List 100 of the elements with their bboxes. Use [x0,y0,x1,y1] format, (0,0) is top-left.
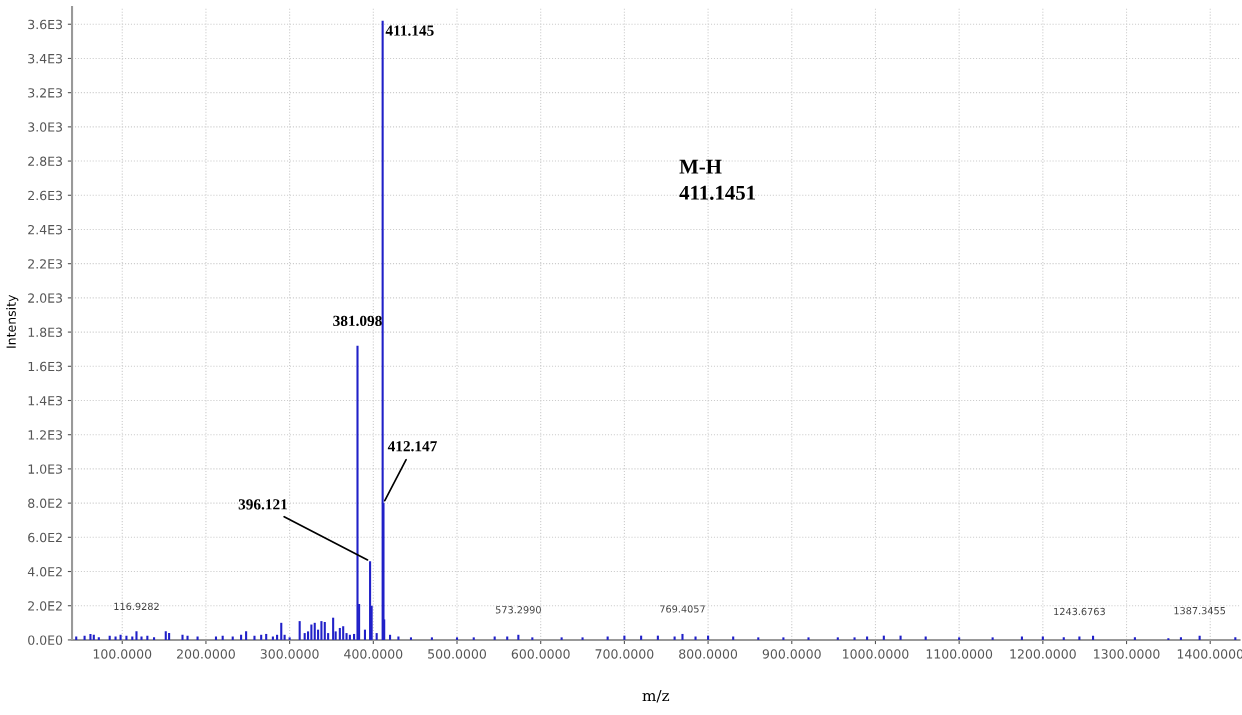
x-tick-label: 600.0000 [511,649,570,659]
bar [1179,637,1182,640]
y-tick-label: 3.0E3 [28,122,63,132]
bar [97,637,100,640]
bar [280,622,283,640]
bar [164,631,167,640]
y-tick-label: 1.4E3 [28,395,63,406]
bar [681,633,684,640]
bar [348,634,351,640]
bar [531,637,534,640]
bar [389,634,392,640]
bar [853,637,856,640]
bar [338,627,341,640]
y-tick-label: 2.0E2 [28,601,62,611]
y-tick-label: 8.0E2 [28,498,62,509]
bar [455,637,459,640]
bar [560,637,563,640]
y-tick-label: 1.2E3 [28,430,63,440]
bar [517,634,520,640]
bar [1234,637,1237,640]
x-tick-label: 1100.0000 [926,649,993,659]
y-tick-label: 2.2E3 [28,259,63,269]
x-axis-title: m/z [642,689,670,703]
bar [581,637,584,640]
y-tick-label: 3.2E3 [28,88,63,98]
x-tick-label: 1300.0000 [1094,649,1160,659]
bar [298,621,301,640]
annotation: 396.121 [238,499,287,510]
bar [135,631,138,640]
y-axis-title: Intensity [6,294,19,348]
bar [757,637,760,640]
bar [119,634,122,640]
bar [276,634,279,640]
y-tick-label: 1.8E3 [28,327,63,338]
bar [313,622,316,640]
bar [140,636,143,640]
bar [283,634,286,640]
bar [153,637,156,640]
y-tick-label: 0.0E0 [28,635,63,645]
annotation: 116.9282 [114,602,159,611]
bar [181,634,184,640]
bar [253,635,256,640]
annotation: 381.098 [333,315,382,327]
bar [1133,637,1136,640]
bar [369,561,372,640]
annotation: 411.145 [385,25,434,36]
bar [260,634,263,640]
bar [807,637,810,640]
bar [240,634,243,640]
y-tick-label: 2.0E3 [28,293,63,303]
bar [836,637,839,640]
x-tick-label: 100.0000 [93,649,152,659]
bar [332,617,335,640]
bar [245,631,248,640]
x-tick-label: 300.0000 [260,649,319,659]
bar [303,633,306,640]
bar [958,637,961,640]
annotation: 1243.6763 [1054,607,1105,616]
y-tick-label: 6.0E2 [28,532,62,543]
bar [991,637,994,640]
annotation: 769.4057 [660,605,705,613]
y-tick-label: 3.4E3 [28,53,63,64]
bar [89,633,92,640]
bar [1062,637,1065,640]
bar [472,637,475,640]
bar [92,634,95,640]
y-tick-label: 2.4E3 [28,224,63,235]
bar [375,633,378,640]
x-tick-label: 400.0000 [344,649,403,659]
bar [363,629,366,640]
y-tick-label: 3.6E3 [28,19,63,30]
y-tick-label: 4.0E2 [27,566,62,577]
bar [342,626,345,640]
bar [168,633,171,640]
x-tick-label: 800.0000 [679,649,738,659]
bar [310,624,313,640]
bar [265,633,268,640]
bar [430,637,433,640]
x-tick-label: 900.0000 [762,649,821,659]
x-tick-label: 700.0000 [595,649,654,659]
y-tick-label: 1.0E3 [28,464,63,474]
bar [288,637,291,640]
x-tick-label: 1200.0000 [1010,649,1076,659]
y-tick-label: 1.6E3 [28,361,63,372]
bar [186,635,189,640]
y-tick-label: 2.6E3 [28,190,63,201]
annotation: 412.147 [387,441,437,452]
x-tick-label: 500.0000 [428,649,486,659]
x-tick-label: 1000.0000 [843,649,909,659]
bar [323,621,326,640]
annotation: 573.2990 [495,606,541,614]
bar [782,637,785,640]
y-tick-label: 2.8E3 [28,156,63,166]
bar [409,637,413,640]
bar [320,621,323,640]
x-tick-label: 200.0000 [177,649,235,659]
bar [694,636,697,640]
annotation: 1387.3455 [1174,606,1226,615]
bar [356,345,359,640]
annotation: M-H 411.1451 [679,159,756,200]
